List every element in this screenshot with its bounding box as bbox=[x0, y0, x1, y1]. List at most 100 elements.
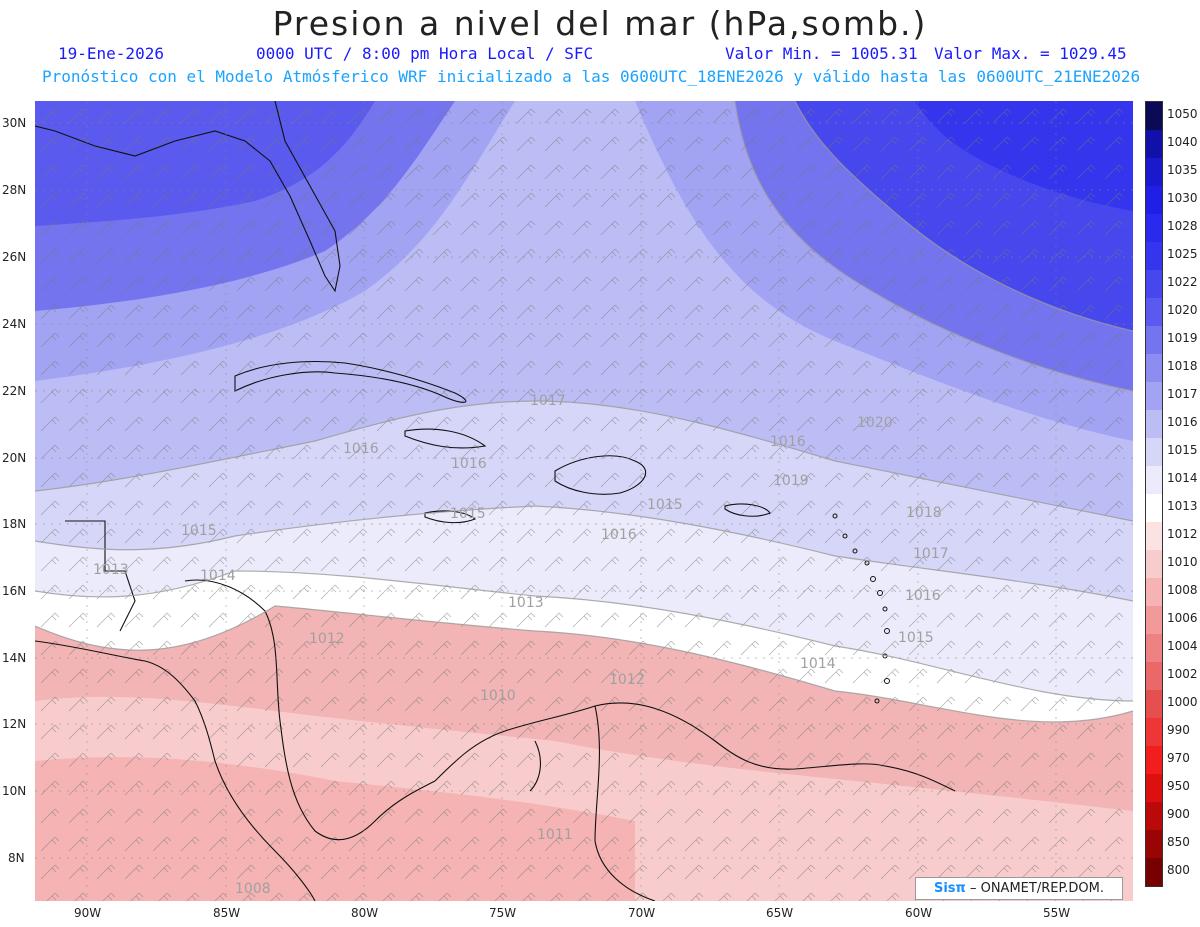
credit-box: Sisπ – ONAMET/REP.DOM. bbox=[915, 877, 1123, 900]
colorbar-level-label: 950 bbox=[1167, 779, 1190, 793]
contour-lines bbox=[35, 101, 1133, 723]
colorbar-swatch bbox=[1146, 382, 1162, 410]
lat-label: 28N bbox=[2, 183, 27, 197]
map-title: Presion a nivel del mar (hPa,somb.) bbox=[272, 4, 928, 43]
contour-label: 1013 bbox=[508, 595, 544, 611]
colorbar-level-label: 1013 bbox=[1167, 499, 1198, 513]
lat-label: 30N bbox=[2, 116, 27, 130]
colorbar-level-label: 1008 bbox=[1167, 583, 1198, 597]
colorbar-level-label: 1020 bbox=[1167, 303, 1198, 317]
contour-label: 1017 bbox=[913, 546, 949, 562]
colorbar-level-label: 1015 bbox=[1167, 443, 1198, 457]
colorbar-level-label: 850 bbox=[1167, 835, 1190, 849]
colorbar-swatch bbox=[1146, 802, 1162, 830]
colorbar-swatch bbox=[1146, 578, 1162, 606]
colorbar-level-label: 990 bbox=[1167, 723, 1190, 737]
colorbar-swatch bbox=[1146, 326, 1162, 354]
valid-date: 19-Ene-2026 bbox=[58, 44, 164, 63]
lat-label: 16N bbox=[2, 584, 27, 598]
colorbar-swatch bbox=[1146, 354, 1162, 382]
contour-label: 1015 bbox=[181, 523, 217, 539]
colorbar-swatch bbox=[1146, 746, 1162, 774]
contour-label: 1015 bbox=[898, 630, 934, 646]
colorbar-swatch bbox=[1146, 550, 1162, 578]
lon-label: 55W bbox=[1043, 906, 1071, 920]
colorbar-swatch bbox=[1146, 298, 1162, 326]
colorbar-swatch bbox=[1146, 494, 1162, 522]
valid-time: 0000 UTC / 8:00 pm Hora Local / SFC bbox=[256, 44, 594, 63]
lat-label: 22N bbox=[2, 384, 27, 398]
coastlines bbox=[35, 101, 956, 901]
contour-label: 1015 bbox=[647, 497, 683, 513]
colorbar-level-label: 1018 bbox=[1167, 359, 1198, 373]
contour-label: 1012 bbox=[309, 631, 345, 647]
lon-label: 80W bbox=[351, 906, 379, 920]
colorbar-swatch bbox=[1146, 158, 1162, 186]
contour-label: 1014 bbox=[200, 568, 236, 584]
lat-label: 10N bbox=[2, 784, 27, 798]
islands-lesser-antilles bbox=[832, 513, 890, 704]
pressure-colorbar bbox=[1145, 101, 1163, 887]
colorbar-level-label: 800 bbox=[1167, 863, 1190, 877]
contour-label: 1013 bbox=[93, 562, 129, 578]
contour-label: 1016 bbox=[451, 456, 487, 472]
colorbar-level-label: 1006 bbox=[1167, 611, 1198, 625]
pressure-shading bbox=[35, 101, 1133, 901]
colorbar-level-label: 900 bbox=[1167, 807, 1190, 821]
colorbar-level-label: 1028 bbox=[1167, 219, 1198, 233]
colorbar-swatch bbox=[1146, 466, 1162, 494]
colorbar-level-label: 1050 bbox=[1167, 107, 1198, 121]
colorbar-level-label: 1022 bbox=[1167, 275, 1198, 289]
contour-label: 1016 bbox=[905, 588, 941, 604]
colorbar-swatch bbox=[1146, 774, 1162, 802]
sispi-logo: Sisπ bbox=[933, 881, 966, 896]
colorbar-level-label: 1017 bbox=[1167, 387, 1198, 401]
colorbar-swatch bbox=[1146, 186, 1162, 214]
lat-label: 12N bbox=[2, 717, 27, 731]
contour-label: 1016 bbox=[770, 434, 806, 450]
colorbar-swatch bbox=[1146, 410, 1162, 438]
colorbar-swatch bbox=[1146, 634, 1162, 662]
contour-label: 1008 bbox=[235, 881, 271, 897]
colorbar-swatch bbox=[1146, 690, 1162, 718]
pressure-map[interactable]: 1017 1016 1016 1015 1015 1015 1016 1016 … bbox=[35, 101, 1133, 901]
lat-label: 20N bbox=[2, 451, 27, 465]
min-value: Valor Min. = 1005.31 bbox=[725, 44, 918, 63]
colorbar-swatch bbox=[1146, 270, 1162, 298]
contour-label: 1019 bbox=[773, 473, 809, 489]
colorbar-level-label: 1016 bbox=[1167, 415, 1198, 429]
colorbar-swatch bbox=[1146, 438, 1162, 466]
contour-label: 1011 bbox=[537, 827, 573, 843]
contour-label: 1017 bbox=[530, 393, 566, 409]
contour-label: 1020 bbox=[857, 415, 893, 431]
colorbar-swatch bbox=[1146, 214, 1162, 242]
credit-text: – ONAMET/REP.DOM. bbox=[969, 881, 1104, 896]
contour-label: 1012 bbox=[609, 672, 645, 688]
colorbar-swatch bbox=[1146, 858, 1162, 886]
colorbar-level-label: 970 bbox=[1167, 751, 1190, 765]
colorbar-level-label: 1012 bbox=[1167, 527, 1198, 541]
contour-label: 1010 bbox=[480, 688, 516, 704]
colorbar-level-label: 1030 bbox=[1167, 191, 1198, 205]
model-description: Pronóstico con el Modelo Atmósferico WRF… bbox=[42, 67, 1141, 86]
max-value: Valor Max. = 1029.45 bbox=[934, 44, 1127, 63]
lon-label: 90W bbox=[74, 906, 102, 920]
colorbar-level-label: 1000 bbox=[1167, 695, 1198, 709]
contour-label: 1014 bbox=[800, 656, 836, 672]
lon-label: 65W bbox=[766, 906, 794, 920]
colorbar-level-label: 1019 bbox=[1167, 331, 1198, 345]
lat-label: 18N bbox=[2, 517, 27, 531]
colorbar-swatch bbox=[1146, 522, 1162, 550]
lat-label: 26N bbox=[2, 250, 27, 264]
lat-label: 8N bbox=[8, 851, 25, 865]
grid-lines bbox=[35, 101, 1133, 901]
lon-label: 70W bbox=[628, 906, 656, 920]
contour-label: 1016 bbox=[601, 527, 637, 543]
colorbar-level-label: 1025 bbox=[1167, 247, 1198, 261]
colorbar-level-label: 1010 bbox=[1167, 555, 1198, 569]
colorbar-level-label: 1035 bbox=[1167, 163, 1198, 177]
lat-label: 14N bbox=[2, 651, 27, 665]
contour-labels: 1017 1016 1016 1015 1015 1015 1016 1016 … bbox=[93, 393, 949, 897]
lon-label: 85W bbox=[213, 906, 241, 920]
colorbar-swatch bbox=[1146, 662, 1162, 690]
